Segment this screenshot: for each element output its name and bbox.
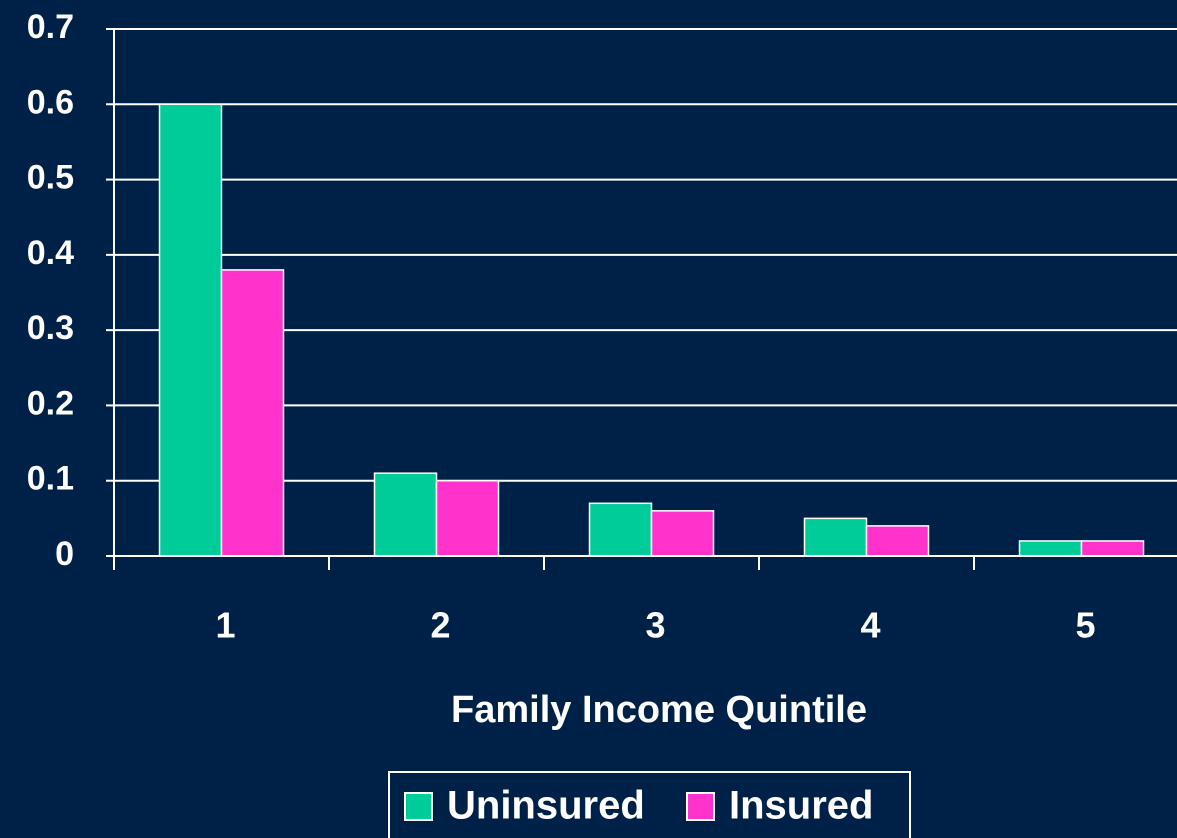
y-tick-label: 0.7: [27, 8, 74, 46]
bar: [1018, 540, 1083, 557]
x-axis-title: Family Income Quintile: [451, 689, 867, 731]
bar: [588, 502, 653, 557]
x-tick-label: 5: [1075, 605, 1095, 646]
y-tick-label: 0.6: [27, 83, 74, 121]
y-tick-label: 0.2: [27, 384, 74, 422]
legend-label: Insured: [729, 784, 873, 828]
y-tick-label: 0.4: [27, 234, 74, 272]
bar: [803, 517, 868, 557]
y-tick-label: 0.3: [27, 309, 74, 347]
x-tick-label: 1: [215, 605, 235, 646]
bar: [435, 479, 500, 557]
x-tick-label: 4: [860, 605, 880, 646]
y-tick-label: 0.5: [27, 159, 74, 197]
bar: [1080, 540, 1145, 557]
legend-swatch: [686, 792, 715, 821]
bar: [865, 525, 930, 557]
bar: [158, 103, 223, 557]
bar: [650, 510, 715, 557]
x-tick-label: 3: [645, 605, 665, 646]
legend-swatch: [404, 792, 433, 821]
y-tick-label: 0: [55, 535, 74, 573]
x-tick-label: 2: [430, 605, 450, 646]
y-tick-label: 0.1: [27, 460, 74, 498]
legend-box: [388, 771, 911, 838]
legend-label: Uninsured: [447, 784, 645, 828]
bar: [373, 472, 438, 557]
bar: [220, 269, 285, 557]
